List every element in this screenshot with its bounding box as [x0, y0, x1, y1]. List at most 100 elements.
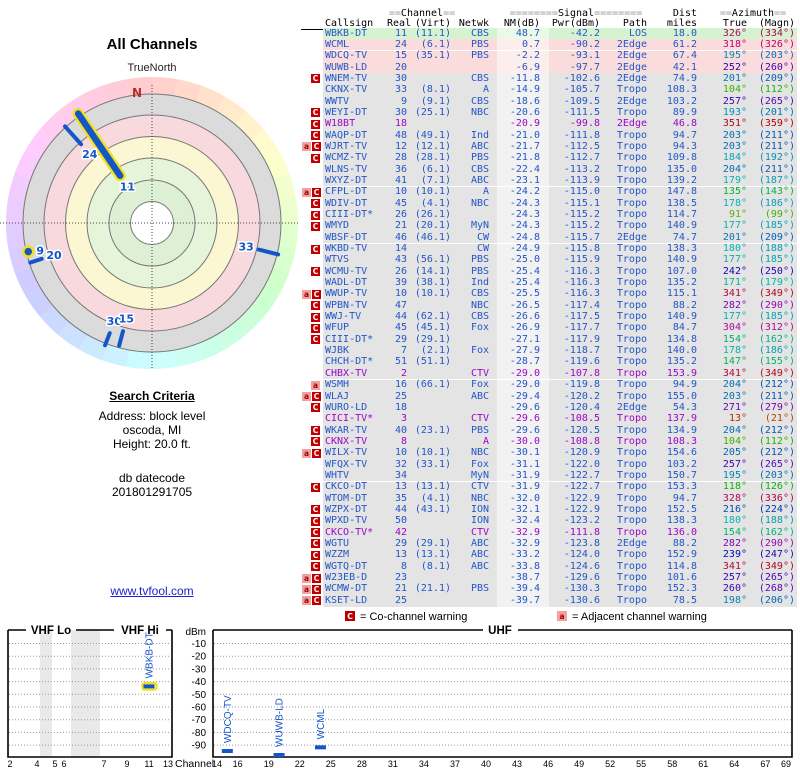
co-channel-warning-icon: C	[311, 539, 320, 549]
table-row: C W18BT 18 -20.9 -99.8 2Edge 46.8 351° (359°)	[301, 119, 797, 132]
table-row: WTOM-DT 35 (4.1) NBC -32.0 -122.9 Tropo 94.7 328…	[301, 493, 797, 506]
cell-path: 2Edge	[609, 50, 655, 63]
co-channel-warning-icon: C	[311, 199, 320, 209]
svg-text:= Adjacent channel warning: = Adjacent channel warning	[572, 611, 707, 623]
table-row: WDCQ-TV 15 (35.1) PBS -2.2 -93.1 2Edge 67.4 195°…	[301, 50, 797, 63]
svg-text:-90: -90	[192, 741, 207, 752]
cell-nm-db: -20.6	[497, 107, 549, 120]
svg-text:-50: -50	[192, 690, 207, 701]
svg-text:-40: -40	[192, 677, 207, 688]
warning-cell	[301, 51, 323, 63]
co-channel-warning-icon: C	[312, 596, 321, 606]
table-row: a C WLAJ 25 ABC -29.4 -120.2 Tropo 155.0 203° (211…	[301, 391, 797, 404]
cell-nm-db: -29.6	[497, 413, 549, 426]
table-row: a C WWUP-TV 10 (10.1) CBS -25.5 -116.3 Tropo 115.…	[301, 289, 797, 302]
co-channel-warning-icon: C	[311, 210, 320, 220]
warning-cell	[301, 459, 323, 472]
signal-table-head: ==Channel== ========Signal======== Dist ==A…	[301, 8, 797, 30]
cell-real: 25	[387, 595, 411, 608]
cell-nm-db: -26.5	[497, 300, 549, 313]
svg-text:46: 46	[543, 759, 553, 768]
adjacent-channel-warning-icon: a	[302, 187, 311, 197]
cell-nm-db: -30.1	[497, 448, 549, 461]
cell-real: 3	[387, 413, 411, 426]
warning-cell: C	[301, 153, 323, 166]
cell-path: Tropo	[609, 84, 655, 97]
search-address-line: Address: block level	[98, 409, 206, 423]
cell-nm-db: -39.7	[497, 595, 549, 608]
cell-azimuth-magn: (206°)	[751, 595, 797, 608]
cell-nm-db: -33.2	[497, 550, 549, 563]
table-row: WCML 24 (6.1) PBS 0.7 -90.2 2Edge 61.2 318° (326°…	[301, 39, 797, 52]
cell-nm-db: -20.9	[497, 119, 549, 132]
table-row: WUWB-LD 20 -6.9 -97.7 2Edge 42.1 252° (260°)	[301, 62, 797, 75]
svg-text:-60: -60	[192, 703, 207, 714]
co-channel-warning-icon: C	[311, 550, 320, 560]
table-row: C CIII-DT* 26 (26.1) -24.3 -115.2 Tropo 114.7 91…	[301, 209, 797, 222]
svg-text:5: 5	[52, 759, 57, 768]
cell-nm-db: -25.0	[497, 255, 549, 267]
cell-nm-db: -29.0	[497, 368, 549, 381]
svg-text:= Co-channel warning: = Co-channel warning	[360, 611, 467, 623]
svg-text:-30: -30	[192, 664, 207, 675]
svg-text:WBKB-DT: WBKB-DT	[145, 632, 156, 678]
table-row: C WPBN-TV 47 NBC -26.5 -117.4 Tropo 88.2 282° (29…	[301, 300, 797, 313]
svg-text:15: 15	[119, 313, 134, 326]
table-row: C WCMZ-TV 28 (28.1) PBS -21.8 -112.7 Tropo 109.8…	[301, 153, 797, 166]
cell-path: Tropo	[609, 413, 655, 426]
warning-cell: C	[301, 210, 323, 222]
table-row: WWTV 9 (9.1) CBS -18.6 -109.5 2Edge 103.2 257° (2…	[301, 96, 797, 109]
co-channel-warning-icon: C	[311, 505, 320, 515]
co-channel-warning-icon: C	[311, 482, 320, 492]
table-row: C WAQP-DT 48 (49.1) Ind -21.0 -111.8 Tropo 94.7 2…	[301, 130, 797, 143]
warning-cell: C	[301, 436, 323, 449]
co-channel-warning-icon: C	[311, 153, 320, 163]
warning-cell: C	[301, 538, 323, 551]
tvfool-link[interactable]: www.tvfool.com	[110, 584, 194, 598]
cell-netwk: A	[457, 84, 497, 97]
search-height-line: Height: 20.0 ft.	[112, 437, 192, 451]
svg-text:24: 24	[82, 148, 98, 161]
cell-nm-db: -26.6	[497, 312, 549, 325]
svg-text:WCML: WCML	[316, 708, 327, 739]
cell-azimuth-magn: (203°)	[751, 50, 797, 63]
table-row: a C KSET-LD 25 -39.7 -130.6 Tropo 78.5 198° (206°…	[301, 595, 797, 608]
cell-real: 15	[387, 50, 411, 63]
warning-cell: C	[301, 312, 323, 325]
cell-pwr-dbm: -130.6	[549, 595, 609, 608]
warning-cell: C	[301, 561, 323, 574]
cell-nm-db: -14.9	[497, 84, 549, 97]
cell-azimuth-true: 13°	[709, 413, 751, 426]
cell-nm-db: -6.9	[497, 62, 549, 75]
cell-pwr-dbm: -93.1	[549, 50, 609, 63]
cell-nm-db: -21.8	[497, 153, 549, 166]
adjacent-channel-warning-icon: a	[302, 289, 311, 299]
adjacent-channel-warning-icon: a	[311, 380, 320, 390]
warning-cell	[301, 28, 323, 40]
svg-text:9: 9	[36, 245, 44, 258]
warning-cell	[301, 368, 323, 381]
table-row: a C CFPL-DT 10 (10.1) A -24.2 -115.0 Tropo 147.8 1…	[301, 187, 797, 200]
cell-nm-db: -21.0	[497, 130, 549, 143]
cell-nm-db: -30.0	[497, 436, 549, 449]
cell-azimuth-true: 195°	[709, 50, 751, 63]
co-channel-warning-icon: C	[311, 403, 320, 413]
warning-cell: C	[301, 516, 323, 529]
table-row: C WMYD 21 (20.1) MyN -24.3 -115.2 Tropo 140.9 177…	[301, 221, 797, 234]
co-channel-warning-icon: C	[311, 437, 320, 447]
cell-virt	[411, 62, 457, 75]
warning-cell: C	[301, 425, 323, 438]
svg-text:64: 64	[729, 759, 739, 768]
warning-cell	[301, 470, 323, 483]
cell-nm-db: -24.3	[497, 221, 549, 234]
table-row: CKNX-TV 33 (8.1) A -14.9 -105.7 Tropo 108.3 104°…	[301, 84, 797, 97]
co-channel-warning-icon: C	[311, 131, 320, 141]
warning-cell	[301, 357, 323, 369]
db-datecode-value: 201801291705	[111, 485, 193, 499]
cell-dist-miles: 137.9	[655, 413, 709, 426]
warning-cell	[301, 232, 323, 245]
warning-cell	[301, 493, 323, 506]
table-row: a C W23EB-D 23 -38.7 -129.6 Tropo 101.6 257° (265…	[301, 572, 797, 585]
co-channel-warning-icon: C	[312, 289, 321, 299]
